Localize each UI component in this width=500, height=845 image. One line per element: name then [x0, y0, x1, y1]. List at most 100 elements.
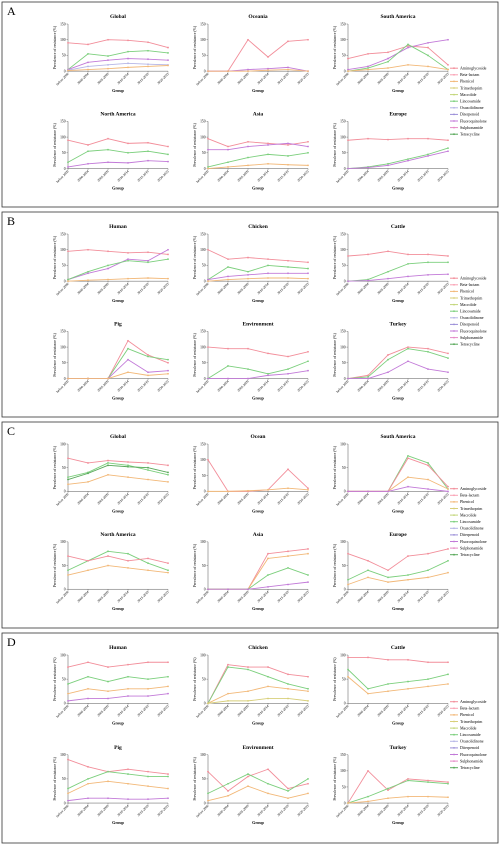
data-point [127, 782, 129, 785]
data-point [227, 782, 229, 785]
chart-title: Ocean [251, 434, 266, 440]
data-point [387, 57, 389, 60]
x-tick-label: 2000-2004 [76, 72, 89, 85]
data-point [107, 377, 109, 380]
data-point [67, 69, 69, 72]
legend-marker [453, 277, 455, 280]
data-point [67, 250, 69, 253]
x-tick-label: 2010-2014 [396, 804, 409, 817]
x-tick-label: 2005-2009 [96, 169, 109, 182]
chart-title: South America [381, 14, 416, 20]
x-tick-label: 2020-2023 [296, 169, 309, 182]
data-point [427, 137, 429, 140]
data-point [447, 661, 449, 664]
data-point [107, 137, 109, 140]
y-tick-label: 100 [60, 135, 66, 139]
data-point [147, 354, 149, 356]
data-point [167, 464, 169, 467]
data-point [67, 457, 69, 460]
y-tick-label: 0 [64, 69, 66, 73]
legend: AminoglycosideBeta-lactamPhenicolTrimeth… [450, 66, 487, 137]
data-point [87, 797, 89, 800]
chart-title: South America [381, 434, 416, 440]
legend-marker [453, 714, 455, 716]
data-point [147, 678, 149, 681]
data-point [267, 69, 269, 72]
series-line-lincosamide [67, 258, 169, 280]
data-point [307, 151, 309, 154]
data-point [247, 273, 249, 276]
legend-marker [453, 303, 455, 306]
x-axis-label: Group [112, 186, 124, 191]
legend-marker [453, 487, 455, 490]
x-tick-label: 2000-2004 [356, 804, 369, 817]
data-point [347, 668, 349, 671]
x-tick-label: 2020-2023 [296, 804, 309, 817]
y-axis-label: Prevalence of resistance (%) [53, 123, 57, 167]
legend-marker [453, 67, 455, 70]
data-point [407, 457, 409, 460]
data-point [427, 46, 429, 49]
y-tick-label: 100 [200, 753, 206, 757]
x-tick-label: 2020-2023 [436, 72, 449, 85]
legend-label: Beta-lactam [460, 72, 480, 77]
data-point [307, 690, 309, 693]
y-axis-label: Prevalence of resistance (%) [193, 25, 197, 69]
panel-frame [1, 1, 499, 208]
series-line-oxazolidinone [67, 62, 169, 71]
chart-title: Turkey [390, 745, 407, 751]
y-tick-label: 0 [64, 588, 66, 592]
data-point [407, 454, 409, 457]
data-point [207, 278, 209, 281]
series-line-aminoglycoside [67, 249, 169, 255]
y-tick-label: 50 [62, 564, 66, 568]
data-point [107, 697, 109, 700]
series-line-lincosamide [348, 455, 449, 492]
legend-marker [453, 507, 455, 510]
data-point [247, 270, 249, 273]
series-line-aminoglycoside [68, 340, 169, 379]
y-tick-label: 0 [344, 377, 346, 381]
legend-label: Fluoroquinolone [460, 328, 487, 333]
y-tick-label: 50 [202, 361, 206, 365]
data-point [307, 675, 309, 678]
data-point [287, 142, 289, 145]
data-point [407, 687, 409, 690]
data-point [147, 469, 149, 471]
data-point [227, 166, 229, 168]
data-point [307, 581, 309, 584]
legend: AminoglycosideBeta-lactamPhenicolTrimeth… [450, 699, 487, 770]
series-line-phenicol [67, 565, 169, 576]
legend-label: Oxazolidinone [460, 526, 484, 531]
x-tick-label: 2010-2014 [116, 282, 129, 295]
legend-marker [453, 501, 455, 503]
legend-marker [453, 540, 455, 543]
data-point [167, 571, 169, 574]
data-point [107, 161, 109, 164]
data-point [427, 153, 429, 156]
legend-marker [453, 720, 455, 723]
data-point [307, 574, 309, 576]
data-point [147, 687, 149, 690]
data-point [147, 261, 149, 264]
x-tick-label: 2000-2004 [356, 379, 369, 392]
x-tick-label: 2010-2014 [116, 72, 129, 85]
x-tick-label: 2005-2009 [376, 590, 389, 603]
data-point [87, 462, 89, 464]
x-axis-label: Group [112, 88, 124, 93]
legend-marker [453, 343, 455, 346]
x-tick-label: 2015-2019 [136, 704, 149, 717]
data-point [167, 661, 169, 664]
x-axis-label: Group [392, 820, 404, 825]
data-point [307, 272, 309, 275]
data-point [427, 347, 429, 350]
y-axis-label: Prevalence of resistance (%) [333, 25, 337, 69]
x-axis-label: Group [252, 720, 264, 725]
legend-label: Sulphonamide [460, 758, 483, 763]
data-point [147, 478, 149, 481]
data-point [107, 564, 109, 567]
data-point [447, 683, 449, 685]
x-tick-label: 2010-2014 [256, 282, 269, 295]
